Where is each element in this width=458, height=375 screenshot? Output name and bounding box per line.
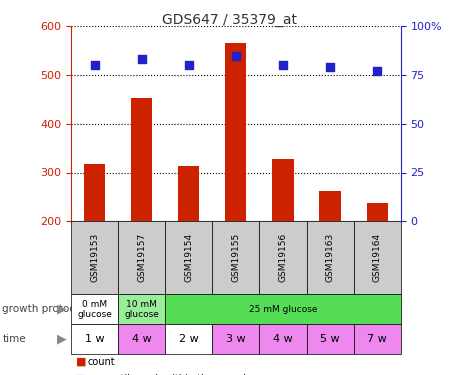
Bar (84, 164, 105, 319)
Text: 4 w: 4 w (273, 334, 293, 344)
Text: GSM19155: GSM19155 (231, 233, 240, 282)
Text: 2 w: 2 w (179, 334, 199, 344)
Text: ▶: ▶ (57, 303, 66, 316)
Bar (366, 203, 388, 319)
Text: 7 w: 7 w (367, 334, 387, 344)
Text: count: count (87, 357, 114, 367)
Point (374, 68, 381, 74)
Bar (273, 159, 294, 319)
Point (185, 62, 192, 68)
Text: ■: ■ (76, 357, 86, 367)
Text: 25 mM glucose: 25 mM glucose (249, 305, 317, 314)
Point (138, 56, 145, 62)
Point (279, 62, 287, 68)
Point (327, 64, 334, 70)
Text: GDS647 / 35379_at: GDS647 / 35379_at (162, 13, 296, 27)
Text: GSM19154: GSM19154 (184, 233, 193, 282)
Bar (131, 98, 152, 319)
Text: 10 mM
glucose: 10 mM glucose (124, 300, 159, 319)
Text: GSM19157: GSM19157 (137, 233, 146, 282)
Text: GSM19164: GSM19164 (373, 233, 382, 282)
Text: ▶: ▶ (57, 333, 66, 346)
Bar (320, 190, 341, 319)
Text: GSM19156: GSM19156 (278, 233, 288, 282)
Bar (225, 44, 246, 319)
Text: 4 w: 4 w (132, 334, 152, 344)
Point (232, 53, 240, 58)
Text: 1 w: 1 w (85, 334, 104, 344)
Text: GSM19153: GSM19153 (90, 233, 99, 282)
Bar (178, 166, 199, 319)
Text: ■: ■ (76, 374, 86, 375)
Text: 0 mM
glucose: 0 mM glucose (77, 300, 112, 319)
Text: 5 w: 5 w (320, 334, 340, 344)
Text: growth protocol: growth protocol (2, 304, 85, 314)
Point (91, 62, 98, 68)
Text: time: time (2, 334, 26, 344)
Text: percentile rank within the sample: percentile rank within the sample (87, 374, 252, 375)
Text: 3 w: 3 w (226, 334, 245, 344)
Text: GSM19163: GSM19163 (326, 233, 335, 282)
